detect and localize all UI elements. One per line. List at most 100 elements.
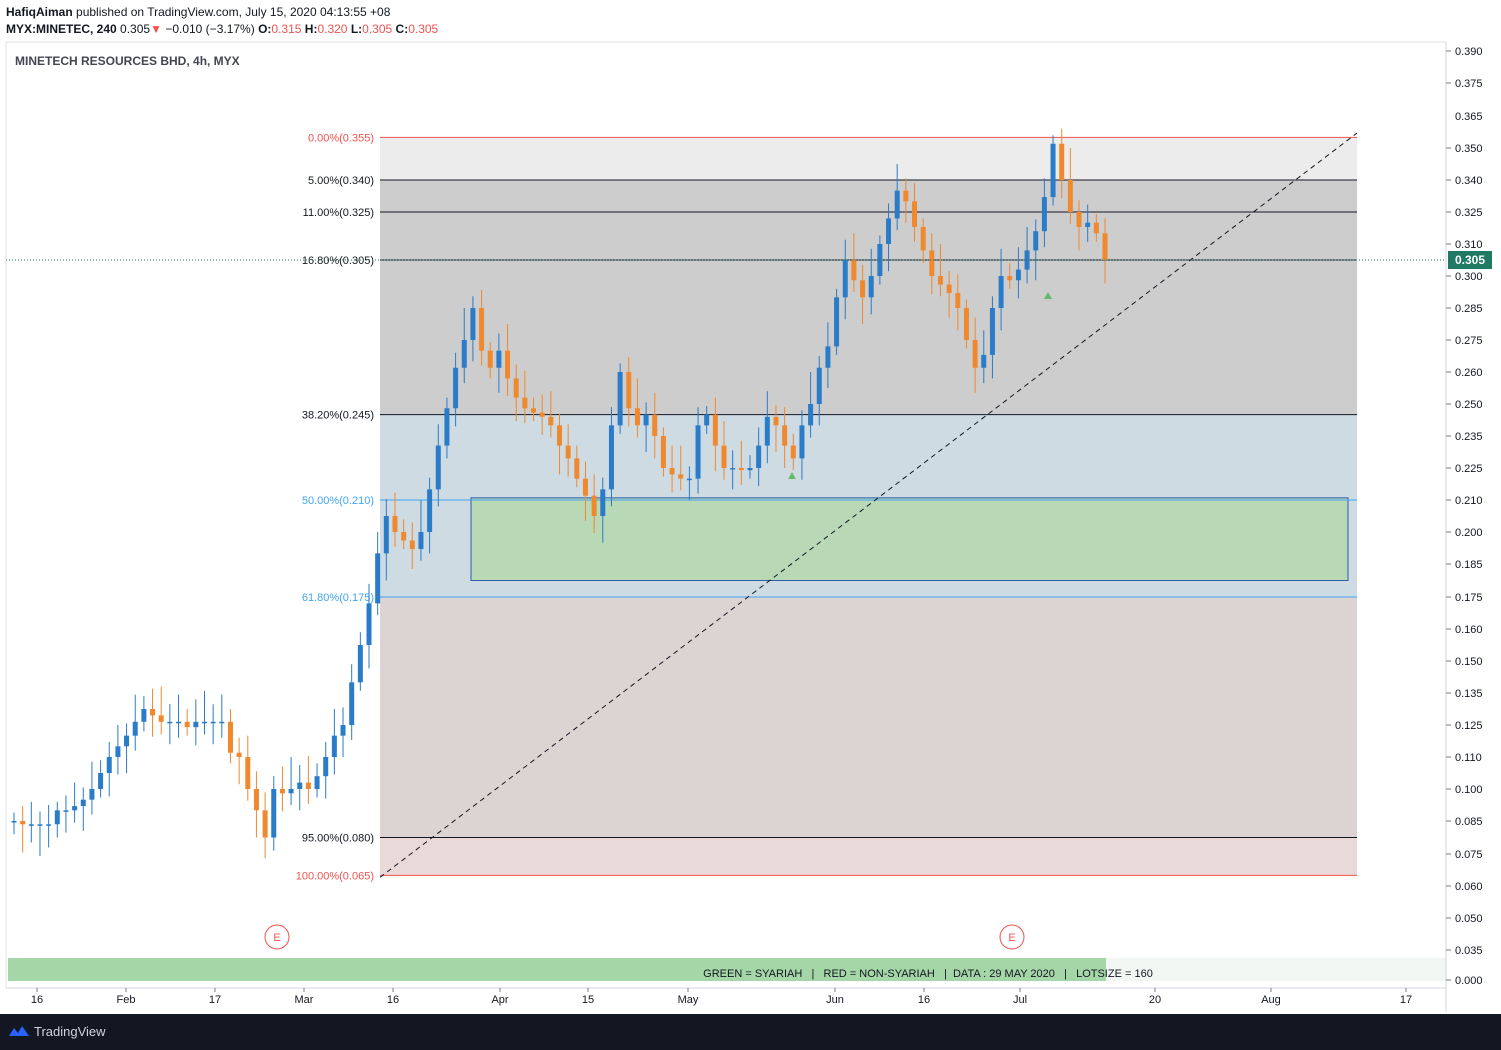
- fib-level-label: 0.00%(0.355): [308, 132, 374, 144]
- candle-body: [704, 414, 710, 426]
- price-tick-label: 0.285: [1455, 303, 1483, 315]
- time-tick-label: 16: [387, 994, 399, 1006]
- candle-body: [401, 532, 407, 541]
- publish-header: HafiqAiman published on TradingView.com,…: [0, 0, 1501, 41]
- brand-label[interactable]: TradingView: [34, 1024, 106, 1039]
- price-tick-label: 0.075: [1455, 849, 1483, 861]
- candle-body: [20, 821, 26, 825]
- candle-body: [1015, 269, 1021, 281]
- price-tick-label: 0.235: [1455, 431, 1483, 443]
- candle-body: [115, 746, 121, 757]
- price-axis[interactable]: 0.390 0.375 0.350 0.340 0.325 0.310 0.300 0.285…: [1446, 46, 1483, 987]
- price-tick-label: 0.185: [1455, 559, 1483, 571]
- candle-body: [712, 414, 718, 446]
- time-axis[interactable]: 16 Feb 17 Mar 16 Apr 15 May Jun 16 Jul 20 Aug 17: [31, 988, 1412, 1006]
- candle-body: [721, 445, 727, 468]
- fib-band: [380, 414, 1357, 500]
- change-value: −0.010 (−3.17%): [165, 22, 255, 36]
- candle-body: [799, 425, 805, 459]
- candle-body: [548, 416, 554, 426]
- time-tick-label: 17: [1400, 994, 1412, 1006]
- candle-body: [790, 445, 796, 459]
- candle-body: [167, 721, 173, 724]
- candle-body: [418, 532, 424, 550]
- zone-rect[interactable]: [470, 497, 1349, 581]
- candle-body: [608, 425, 614, 490]
- fib-level-label: 5.00%(0.340): [308, 175, 374, 187]
- time-tick-label: 16: [31, 994, 43, 1006]
- candle-body: [150, 709, 156, 716]
- candle-body: [634, 408, 640, 426]
- candle-body: [842, 260, 848, 298]
- legend-band: [8, 958, 1106, 981]
- close-value: 0.305: [408, 22, 439, 36]
- candle-body: [929, 250, 935, 276]
- candle-body: [141, 709, 147, 722]
- candles: [11, 128, 1108, 859]
- price-tick-label: 0.260: [1455, 367, 1483, 379]
- low-value: 0.305: [362, 22, 393, 36]
- price-tick-label: 0.085: [1455, 816, 1483, 828]
- earnings-event-icon[interactable]: [264, 924, 290, 950]
- price-tick-label: 0.160: [1455, 624, 1483, 636]
- candle-body: [340, 725, 346, 736]
- candle-body: [435, 445, 441, 490]
- candle-body: [124, 735, 130, 747]
- price-tick-label: 0.110: [1455, 752, 1482, 764]
- candle-body: [219, 721, 225, 724]
- trend-line[interactable]: [379, 132, 1358, 878]
- candle-body: [505, 350, 511, 379]
- price-tick-label: 0.175: [1455, 592, 1483, 604]
- candle-body: [1033, 231, 1039, 251]
- time-tick-label: 16: [918, 994, 930, 1006]
- price-tick-label: 0.210: [1455, 495, 1483, 507]
- candle-body: [227, 721, 233, 753]
- candle-body: [764, 416, 770, 446]
- candle-body: [427, 489, 433, 532]
- open-label: O:: [258, 22, 272, 36]
- fib-level-label: 50.00%(0.210): [302, 495, 374, 507]
- candle-body: [920, 226, 926, 251]
- price-chart[interactable]: 0.00%(0.355) 5.00%(0.340) 11.00%(0.325) 16.…: [0, 0, 1501, 1014]
- candle-body: [98, 773, 104, 789]
- candle-body: [868, 276, 874, 298]
- candle-body: [678, 474, 684, 479]
- candle-body: [11, 821, 17, 823]
- close-label: C:: [395, 22, 409, 36]
- candle-body: [305, 782, 311, 789]
- candle-body: [46, 824, 52, 826]
- price-tick-label: 0.250: [1455, 399, 1483, 411]
- candle-body: [314, 776, 320, 789]
- fib-level-label: 100.00%(0.065): [296, 870, 374, 882]
- tradingview-logo-icon[interactable]: [8, 1024, 30, 1038]
- candle-body: [331, 735, 337, 757]
- candle-body: [730, 468, 736, 470]
- candle-body: [297, 782, 303, 789]
- earnings-event-icon[interactable]: [999, 924, 1025, 950]
- candle-body: [210, 721, 216, 724]
- author-name[interactable]: HafiqAiman: [6, 5, 73, 19]
- fib-level-label: 38.20%(0.245): [302, 410, 374, 422]
- candle-body: [80, 799, 86, 807]
- candle-body: [1067, 180, 1073, 212]
- candle-body: [366, 603, 372, 645]
- candle-body: [816, 367, 822, 404]
- candle-body: [1093, 222, 1099, 234]
- fib-level-label: 61.80%(0.175): [302, 592, 374, 604]
- price-tick-label: 0.100: [1455, 784, 1483, 796]
- price-tick-label: 0.060: [1455, 881, 1483, 893]
- fib-level-label: 95.00%(0.080): [302, 833, 374, 845]
- candle-body: [626, 372, 632, 409]
- candle-body: [747, 468, 753, 471]
- candle-body: [479, 308, 485, 351]
- price-tick-label: 0.365: [1455, 111, 1483, 123]
- candle-body: [236, 752, 242, 757]
- chart-title: MINETECH RESOURCES BHD, 4h, MYX: [15, 54, 240, 68]
- candle-body: [262, 810, 268, 838]
- time-tick-label: Mar: [295, 994, 314, 1006]
- published-text: published on TradingView.com, July 15, 2…: [76, 5, 391, 19]
- price-tick-label: 0.200: [1455, 527, 1483, 539]
- candle-body: [522, 397, 528, 409]
- candle-body: [669, 468, 675, 475]
- time-tick-label: Feb: [117, 994, 136, 1006]
